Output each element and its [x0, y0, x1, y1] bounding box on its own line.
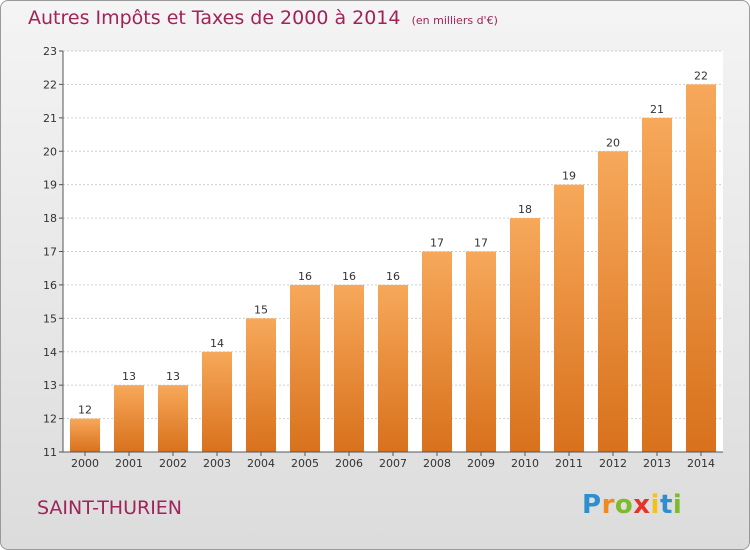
- y-tick-label: 12: [43, 413, 57, 426]
- bar: [290, 284, 320, 452]
- bar: [334, 284, 364, 452]
- bar: [554, 184, 584, 452]
- logo-letter: r: [601, 490, 615, 520]
- y-tick-label: 11: [43, 446, 57, 459]
- title-line: Autres Impôts et Taxes de 2000 à 2014 (e…: [28, 7, 498, 29]
- bar-value-label: 20: [606, 136, 620, 149]
- bar: [202, 351, 232, 452]
- bar-value-label: 17: [430, 237, 444, 250]
- bar-value-label: 21: [650, 103, 664, 116]
- y-tick-label: 22: [43, 78, 57, 91]
- bar: [422, 251, 452, 452]
- bar: [114, 385, 144, 452]
- y-tick-label: 19: [43, 179, 57, 192]
- x-tick-label: 2010: [511, 457, 539, 470]
- x-tick-label: 2005: [291, 457, 319, 470]
- bar-value-label: 19: [562, 170, 576, 183]
- bar: [642, 117, 672, 452]
- bar-value-label: 22: [694, 69, 708, 82]
- y-tick-label: 14: [43, 346, 57, 359]
- x-tick-label: 2012: [599, 457, 627, 470]
- y-tick-label: 23: [43, 45, 57, 58]
- y-tick-label: 17: [43, 246, 57, 259]
- x-tick-label: 2004: [247, 457, 275, 470]
- x-tick-label: 2011: [555, 457, 583, 470]
- bar: [70, 418, 100, 452]
- y-tick-label: 16: [43, 279, 57, 292]
- x-tick-label: 2006: [335, 457, 363, 470]
- logo-letter: t: [659, 490, 673, 520]
- bar-value-label: 15: [254, 303, 268, 316]
- y-tick-label: 18: [43, 212, 57, 225]
- x-tick-label: 2008: [423, 457, 451, 470]
- bar: [686, 84, 716, 453]
- logo-letter: i: [650, 490, 660, 520]
- bar: [246, 318, 276, 452]
- y-tick-label: 13: [43, 379, 57, 392]
- x-tick-label: 2003: [203, 457, 231, 470]
- x-tick-label: 2013: [643, 457, 671, 470]
- logo-letter: P: [582, 490, 602, 520]
- x-tick-label: 2000: [71, 457, 99, 470]
- bar-value-label: 16: [298, 270, 312, 283]
- bar-value-label: 18: [518, 203, 532, 216]
- bar-value-label: 12: [78, 404, 92, 417]
- x-tick-label: 2001: [115, 457, 143, 470]
- bar: [598, 151, 628, 452]
- proxiti-logo: Proxiti: [582, 490, 682, 520]
- bar-value-label: 16: [342, 270, 356, 283]
- bar-value-label: 13: [122, 370, 136, 383]
- logo-letter: x: [633, 490, 651, 520]
- commune-name: SAINT-THURIEN: [37, 497, 183, 519]
- bar-value-label: 16: [386, 270, 400, 283]
- logo-letter: i: [672, 490, 683, 520]
- bar: [466, 251, 496, 452]
- bar-value-label: 17: [474, 237, 488, 250]
- bar: [378, 284, 408, 452]
- x-tick-label: 2002: [159, 457, 187, 470]
- y-tick-label: 21: [43, 112, 57, 125]
- bar: [158, 385, 188, 452]
- bar: [510, 218, 540, 452]
- y-tick-label: 20: [43, 145, 57, 158]
- bar-value-label: 13: [166, 370, 180, 383]
- logo-letter: o: [614, 490, 634, 520]
- chart-subtitle: (en milliers d'€): [411, 14, 498, 27]
- x-tick-label: 2014: [687, 457, 715, 470]
- x-tick-label: 2007: [379, 457, 407, 470]
- y-tick-label: 15: [43, 312, 57, 325]
- bar-value-label: 14: [210, 337, 224, 350]
- x-tick-label: 2009: [467, 457, 495, 470]
- chart-title: Autres Impôts et Taxes de 2000 à 2014: [28, 7, 401, 29]
